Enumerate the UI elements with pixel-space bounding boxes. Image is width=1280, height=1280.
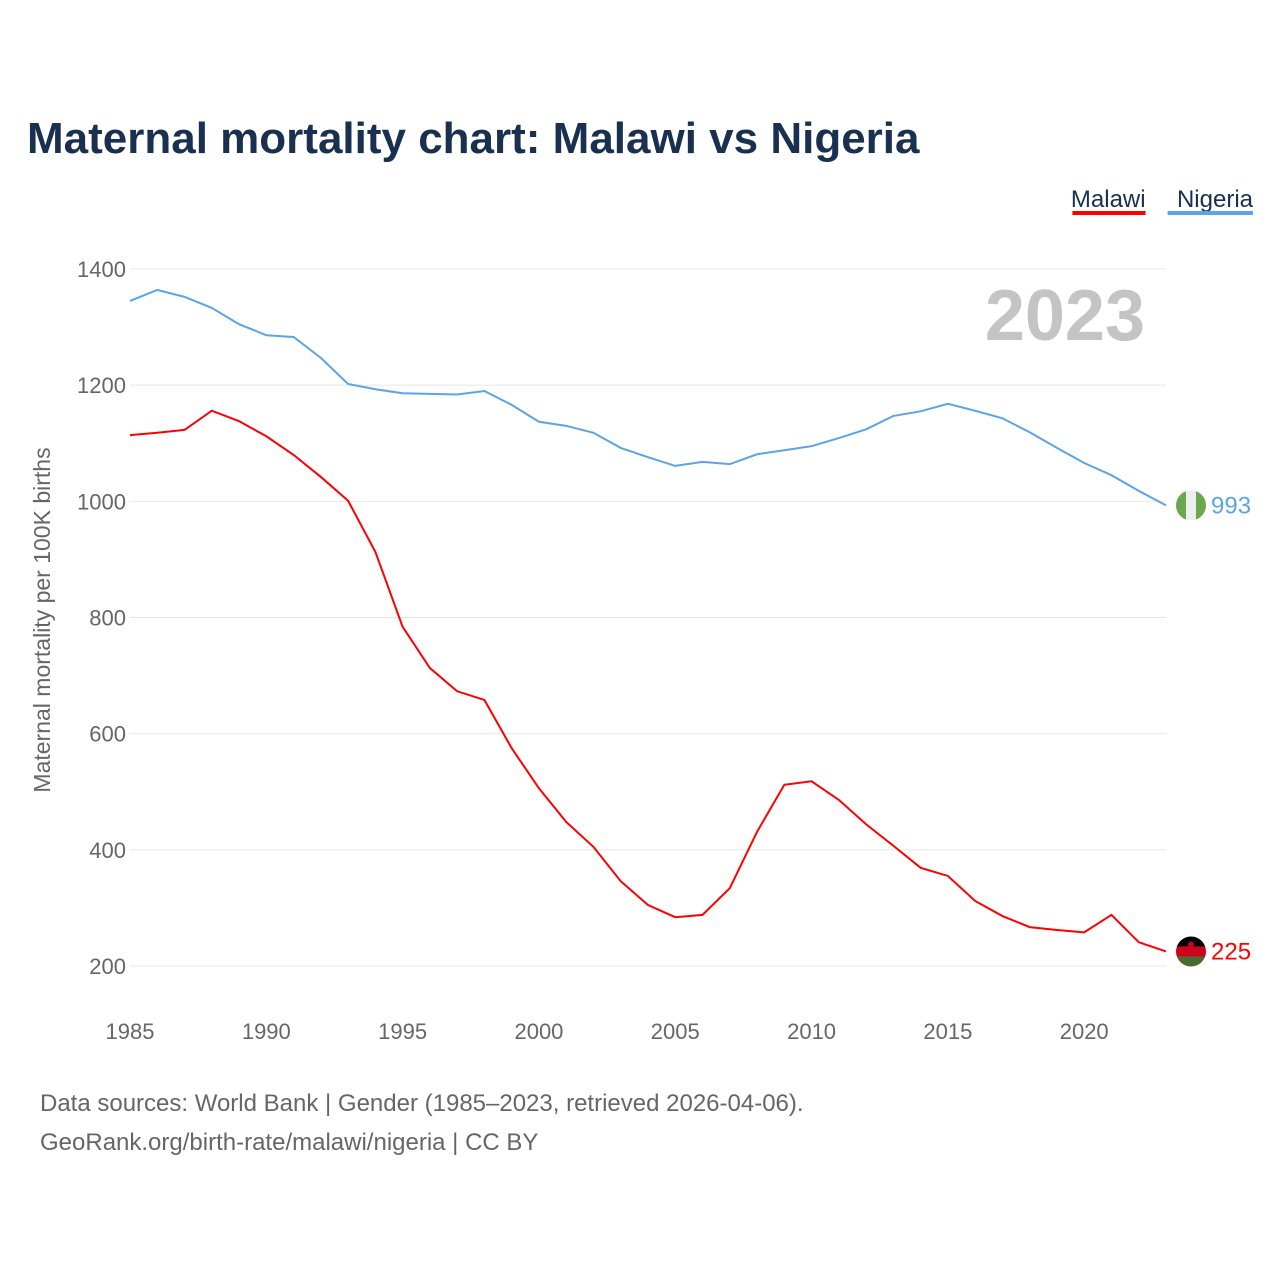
flag-sun <box>1188 941 1194 948</box>
legend-swatch <box>1167 211 1253 215</box>
flag-stripe <box>1176 956 1206 967</box>
end-label-nigeria: 993 <box>1211 492 1251 519</box>
y-tick-label: 1200 <box>77 373 126 398</box>
x-tick-label: 2005 <box>651 1019 700 1044</box>
x-tick-label: 2010 <box>787 1019 836 1044</box>
flag-stripe <box>1176 490 1186 521</box>
legend-item-malawi: Malawi <box>1071 186 1146 213</box>
nigeria-flag-icon <box>1176 490 1206 521</box>
flag-stripe <box>1176 946 1206 957</box>
x-tick-label: 1985 <box>106 1019 155 1044</box>
x-tick-label: 2000 <box>514 1019 563 1044</box>
legend-item-nigeria: Nigeria <box>1177 186 1254 213</box>
series-line-nigeria <box>129 288 1167 507</box>
flag-fill <box>1176 936 1206 967</box>
malawi-flag-icon <box>1176 936 1206 967</box>
flag-fill <box>1176 490 1206 521</box>
x-tick-label: 2020 <box>1060 1019 1109 1044</box>
gridlines <box>130 268 1166 967</box>
footer-source: Data sources: World Bank | Gender (1985–… <box>40 1090 804 1117</box>
x-axis: 1985 1990 1995 2000 2005 2010 2015 2020 <box>106 1019 1109 1044</box>
y-tick-label: 1000 <box>77 489 126 514</box>
series-line-malawi <box>129 409 1167 953</box>
chart-title: Maternal mortality chart: Malawi vs Nige… <box>27 114 920 163</box>
y-axis: 200 400 600 800 1000 1200 1400 <box>77 257 126 979</box>
x-tick-label: 2015 <box>923 1019 972 1044</box>
y-tick-label: 800 <box>89 606 126 631</box>
x-tick-label: 1995 <box>378 1019 427 1044</box>
flag-stripe <box>1196 490 1206 521</box>
series-lines: 225 993 <box>129 288 1251 967</box>
legend-swatch <box>1072 211 1146 215</box>
footer-attribution: GeoRank.org/birth-rate/malawi/nigeria | … <box>40 1129 538 1156</box>
legend: Nigeria Malawi <box>1071 186 1254 215</box>
y-tick-label: 400 <box>89 838 126 863</box>
y-axis-label: Maternal mortality per 100K births <box>29 447 55 792</box>
year-label: 2023 <box>985 276 1145 356</box>
flag-stripe <box>1186 490 1196 521</box>
y-tick-label: 1400 <box>77 257 126 282</box>
end-label-malawi: 225 <box>1211 938 1251 965</box>
y-tick-label: 600 <box>89 722 126 747</box>
y-tick-label: 200 <box>89 954 126 979</box>
x-tick-label: 1990 <box>242 1019 291 1044</box>
